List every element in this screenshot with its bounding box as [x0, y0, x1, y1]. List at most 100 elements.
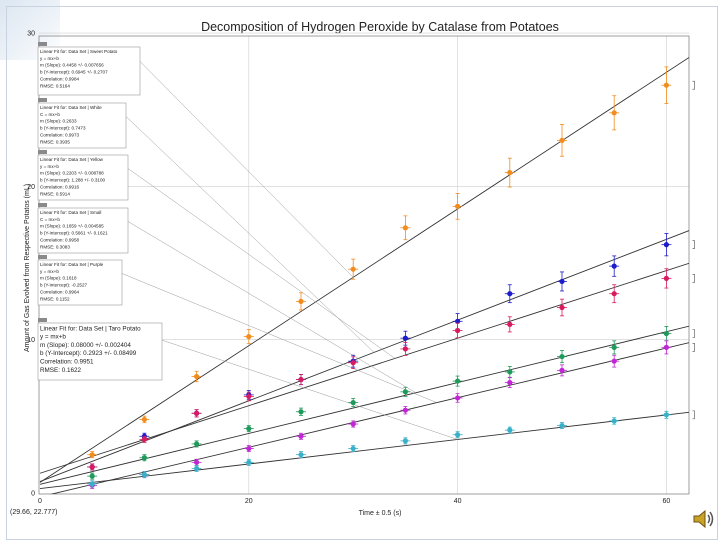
series-end-bracket	[692, 410, 695, 420]
fit-box-line: b (Y-Intercept): 0.2923 +/- 0.08499	[40, 350, 137, 357]
data-point-purple	[296, 432, 306, 440]
y-tick-label: 30	[27, 31, 35, 38]
data-point-sweet-potato	[296, 292, 306, 311]
point-marker	[89, 464, 95, 470]
point-marker	[141, 416, 147, 423]
fit-line-yellow	[39, 262, 689, 474]
fit-box-small[interactable]: Linear Fit for: Data Set | Small C = mx+b…	[37, 203, 129, 254]
data-point-taro-potato	[87, 480, 98, 488]
fit-box-line: m (Slope): 0.4458 +/- 0.007656	[40, 63, 104, 68]
fit-line-white	[39, 230, 689, 482]
data-point-small	[400, 386, 411, 397]
plot-frame	[38, 35, 690, 495]
x-tick-label: 40	[454, 498, 462, 505]
point-marker	[611, 110, 617, 116]
fit-box-line: Linear Fit for: Data Set | Yellow	[40, 157, 104, 162]
fit-box-line: C = mx+b	[40, 112, 60, 117]
data-point-taro-potato	[296, 451, 306, 459]
point-marker	[455, 203, 461, 209]
fit-box-line: Correlation: 0.9984	[40, 77, 80, 82]
data-point-yellow	[609, 284, 620, 304]
series-end-bracket	[692, 329, 695, 338]
cursor-coordinate-readout: (29.66, 22.777)	[10, 509, 58, 516]
point-marker	[246, 334, 252, 340]
y-tick-label: 20	[27, 184, 35, 191]
fit-box-frame	[37, 207, 129, 254]
fit-box-sweet-potato[interactable]: Linear Fit for: Data Set | Sweet Potato y…	[37, 42, 141, 96]
data-point-purple	[609, 354, 620, 368]
point-marker	[663, 344, 670, 350]
data-point-small	[661, 325, 672, 342]
fit-line-sweet-potato	[39, 56, 689, 483]
point-marker	[194, 465, 200, 472]
fit-box-line: y = mx+b	[40, 334, 66, 341]
fit-box-line: RMSE: 0.1622	[40, 367, 81, 374]
point-marker	[350, 421, 356, 427]
point-marker	[350, 445, 356, 452]
data-point-small	[609, 340, 620, 355]
fit-box-purple[interactable]: Linear Fit for: Data Set | Purple y = mx+…	[37, 255, 123, 306]
data-point-sweet-potato	[400, 215, 411, 241]
speaker-icon[interactable]	[690, 505, 718, 533]
data-point-purple	[504, 377, 515, 388]
fit-box-line: m (Slope): 0.2203 +/- 0.008788	[40, 171, 104, 176]
series-end-bracket	[692, 240, 695, 250]
fit-box-line: b (Y-Intercept): 0.5661 +/- 0.1621	[40, 231, 108, 236]
point-marker	[141, 455, 147, 461]
point-marker	[298, 452, 304, 458]
data-point-small	[504, 366, 515, 378]
data-point-small	[243, 425, 254, 433]
data-point-yellow	[243, 391, 254, 402]
fit-box-line: m (Slope): 0.1659 +/- 0.004585	[40, 224, 104, 229]
data-point-taro-potato	[243, 458, 254, 466]
x-tick-label: 0	[38, 498, 42, 505]
point-marker	[507, 427, 513, 433]
data-point-small	[557, 350, 567, 364]
series-end-bracket	[692, 343, 695, 352]
point-marker	[507, 291, 513, 297]
fit-box-line: RMSE: 0.3083	[40, 244, 70, 249]
fit-box-frame	[37, 259, 123, 306]
fit-box-line: Correlation: 0.9916	[40, 185, 80, 190]
point-marker	[611, 263, 617, 269]
point-marker	[507, 170, 513, 176]
leader-line	[127, 221, 416, 393]
point-marker	[298, 433, 304, 439]
fit-label-boxes[interactable]: Linear Fit for: Data Set | Sweet Potato y…	[37, 42, 163, 381]
fit-box-white[interactable]: Linear Fit for: Data Set | White C = mx+b…	[37, 98, 127, 149]
fit-box-line: m (Slope): 0.2633	[40, 119, 77, 124]
point-marker	[246, 393, 252, 400]
point-marker	[402, 389, 408, 395]
axes: 0 20 40 60 0 10 20 30	[27, 31, 690, 505]
point-marker	[89, 473, 95, 479]
data-point-sweet-potato	[661, 66, 672, 104]
point-marker	[402, 438, 408, 444]
point-marker	[194, 459, 200, 465]
point-marker	[141, 436, 147, 442]
point-marker	[507, 321, 513, 327]
point-marker	[350, 266, 356, 272]
series-end-bracket	[692, 80, 695, 90]
fit-box-yellow[interactable]: Linear Fit for: Data Set | Yellow y = mx+…	[37, 150, 129, 201]
fit-box-frame	[37, 322, 163, 381]
point-marker	[663, 330, 670, 337]
fit-box-taro-potato[interactable]: Linear Fit for: Data Set | Taro Potato y …	[37, 318, 163, 381]
point-marker	[402, 346, 408, 352]
data-point-yellow	[661, 268, 672, 289]
point-marker	[611, 291, 617, 297]
fit-box-line: RMSE: 0.5914	[40, 191, 70, 196]
data-point-sweet-potato	[139, 415, 150, 424]
point-marker	[402, 407, 408, 413]
data-point-white	[504, 284, 515, 304]
point-marker	[559, 353, 565, 360]
data-point-white	[661, 233, 672, 257]
fit-box-line: RMSE: 0.3935	[40, 139, 70, 144]
data-point-sweet-potato	[348, 258, 359, 280]
point-marker	[194, 410, 200, 416]
data-point-taro-potato	[452, 431, 463, 439]
data-point-small	[87, 472, 98, 480]
fit-box-line: C = mx+b	[40, 217, 60, 222]
data-point-small	[348, 398, 359, 408]
leader-line	[139, 61, 354, 278]
fit-box-line: Linear Fit for: Data Set | White	[40, 105, 102, 110]
